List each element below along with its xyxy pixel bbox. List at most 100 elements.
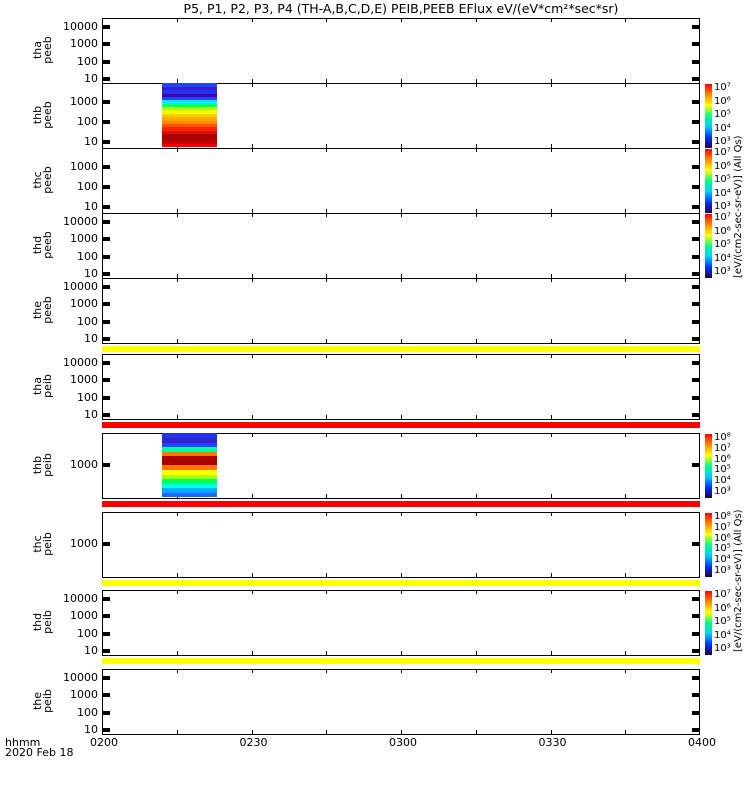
y-tick-mark — [102, 77, 110, 82]
panel-thd-peib — [102, 590, 700, 656]
x-minor-tick — [176, 415, 178, 419]
spectrogram-bin — [161, 437, 217, 443]
y-tick-label: 10 — [84, 200, 98, 213]
y-tick-label: 10000 — [63, 355, 98, 369]
x-minor-tick — [401, 83, 402, 87]
y-tick-mark — [102, 631, 110, 636]
x-minor-tick — [475, 651, 477, 655]
colorbar-tick-label: 10⁶ — [714, 453, 731, 465]
x-minor-tick — [176, 148, 178, 152]
y-tick-mark — [102, 693, 110, 698]
y-tick-mark-right — [692, 165, 700, 169]
y-tick-mark — [102, 24, 110, 29]
y-tick-mark-right — [692, 254, 700, 259]
colorbar-tick-label: 10⁷ — [714, 521, 731, 533]
x-minor-tick — [176, 209, 178, 213]
colorbar-tick-label: 10⁶ — [714, 225, 731, 237]
panel-tha-peib — [102, 354, 700, 420]
x-minor-tick — [475, 433, 477, 437]
x-minor-tick — [326, 512, 328, 516]
panel-thd-peeb — [102, 213, 700, 279]
colorbar — [705, 513, 712, 577]
spectrogram-bin — [161, 89, 217, 94]
panel-label: thb peeb — [31, 100, 54, 130]
y-tick-mark-right — [692, 140, 700, 144]
x-minor-tick — [401, 278, 402, 282]
spectrogram-bin — [161, 487, 217, 493]
x-minor-tick — [550, 415, 552, 419]
y-tick-mark — [102, 165, 110, 169]
x-minor-tick — [475, 144, 477, 148]
colorbar — [705, 434, 712, 498]
y-tick-label: 10 — [84, 408, 98, 422]
x-minor-tick — [326, 213, 328, 217]
panel-the-peeb — [102, 278, 700, 344]
x-minor-tick — [625, 18, 627, 22]
x-minor-tick — [550, 278, 552, 282]
spectrogram-bin — [161, 474, 217, 480]
x-minor-tick — [401, 209, 402, 213]
y-tick-mark-right — [692, 463, 700, 467]
x-minor-tick — [326, 18, 328, 22]
y-tick-label: 10 — [84, 332, 98, 346]
panel-label: thb peib — [31, 450, 54, 480]
x-minor-tick — [475, 573, 477, 577]
x-minor-tick — [251, 730, 253, 734]
spectrogram-bin — [161, 123, 217, 128]
y-tick-mark-right — [692, 120, 700, 124]
colorbar-tick-label: 10⁷ — [714, 82, 731, 93]
x-minor-tick — [625, 651, 627, 655]
colorbar-tick-label: 10³ — [714, 643, 731, 654]
y-tick-mark-right — [692, 378, 700, 383]
x-minor-tick — [625, 144, 627, 148]
x-minor-tick — [176, 590, 178, 594]
x-minor-tick — [550, 209, 552, 213]
y-tick-mark-right — [692, 59, 700, 64]
x-minor-tick — [251, 274, 253, 278]
y-tick-mark-right — [692, 237, 700, 242]
y-tick-mark — [102, 284, 110, 289]
x-tick-label: 0400 — [688, 736, 716, 749]
y-tick-label: 1000 — [70, 458, 98, 471]
x-minor-tick — [326, 651, 328, 655]
y-tick-mark — [102, 542, 110, 546]
y-tick-mark-right — [692, 337, 700, 342]
x-minor-tick — [625, 494, 627, 498]
colorbar-label-peeb: [eV/(cm2-sec-sr-eV)] (All Qs) — [733, 135, 744, 278]
colorbar-tick-label: 10⁶ — [714, 602, 731, 614]
colorbar-tick-label: 10⁷ — [714, 589, 731, 600]
panel-label: the peeb — [31, 295, 54, 325]
x-minor-tick — [326, 433, 328, 437]
y-tick-label: 100 — [77, 249, 98, 263]
y-tick-mark — [102, 237, 110, 242]
x-minor-tick — [625, 669, 627, 673]
y-tick-label: 10000 — [63, 670, 98, 684]
x-minor-tick — [176, 18, 178, 22]
colorbar-tick-label: 10⁵ — [714, 239, 731, 250]
y-tick-label: 1000 — [70, 95, 98, 108]
spectrogram-bin — [161, 130, 217, 135]
spectrogram-bin — [161, 109, 217, 114]
y-tick-label: 100 — [77, 180, 98, 193]
spectrogram-bin — [161, 143, 217, 148]
panel-label: the peib — [31, 686, 54, 716]
x-minor-tick — [401, 651, 402, 655]
y-tick-mark-right — [692, 728, 700, 733]
x-minor-tick — [251, 213, 253, 217]
panel-label-line: peib — [41, 453, 54, 477]
y-tick-label: 100 — [77, 390, 98, 404]
x-minor-tick — [475, 730, 477, 734]
y-tick-mark — [102, 120, 110, 124]
spectrogram-bin — [161, 103, 217, 108]
x-minor-tick — [475, 354, 477, 358]
x-minor-tick — [401, 573, 402, 577]
y-tick-mark-right — [692, 77, 700, 82]
y-tick-mark — [102, 596, 110, 601]
spectrogram-bin — [161, 492, 217, 498]
x-minor-tick — [475, 278, 477, 282]
x-minor-tick — [401, 590, 402, 594]
x-minor-tick — [401, 213, 402, 217]
x-minor-tick — [326, 590, 328, 594]
colorbar-tick-label: 10⁵ — [714, 543, 731, 555]
y-tick-mark — [102, 675, 110, 680]
